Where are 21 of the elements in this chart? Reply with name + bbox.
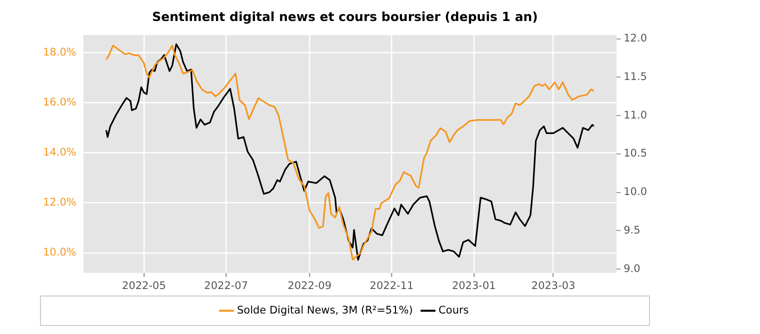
y2-tick-label: 9.5 <box>624 224 640 236</box>
y-tick-label: 10.0% <box>42 246 76 259</box>
legend-label: Solde Digital News, 3M (R²=51%) <box>236 304 413 316</box>
y2-tick-label: 11.0 <box>624 109 648 122</box>
x-tick-label: 2022-07 <box>204 280 248 292</box>
chart-title: Sentiment digital news et cours boursier (depuis 1 an) <box>152 8 538 24</box>
y-tick-label: 12.0% <box>42 196 76 209</box>
y-tick-label: 14.0% <box>42 146 76 158</box>
y2-tick-label: 10.0 <box>624 186 648 198</box>
y2-tick-label: 10.5 <box>624 148 648 160</box>
y2-tick-label: 11.5 <box>624 70 648 83</box>
x-tick-label: 2023-01 <box>452 280 496 292</box>
x-tick-label: 2023-03 <box>531 280 576 292</box>
y-tick-label: 18.0% <box>42 46 76 58</box>
y-tick-label: 16.0% <box>42 96 76 108</box>
x-tick-label: 2022-09 <box>288 280 332 292</box>
legend-label: Cours <box>438 304 469 316</box>
x-tick-label: 2022-05 <box>122 280 166 292</box>
x-tick-label: 2022-11 <box>370 280 414 292</box>
y2-tick-label: 12.0 <box>624 32 648 45</box>
y2-tick-label: 9.0 <box>624 262 640 275</box>
